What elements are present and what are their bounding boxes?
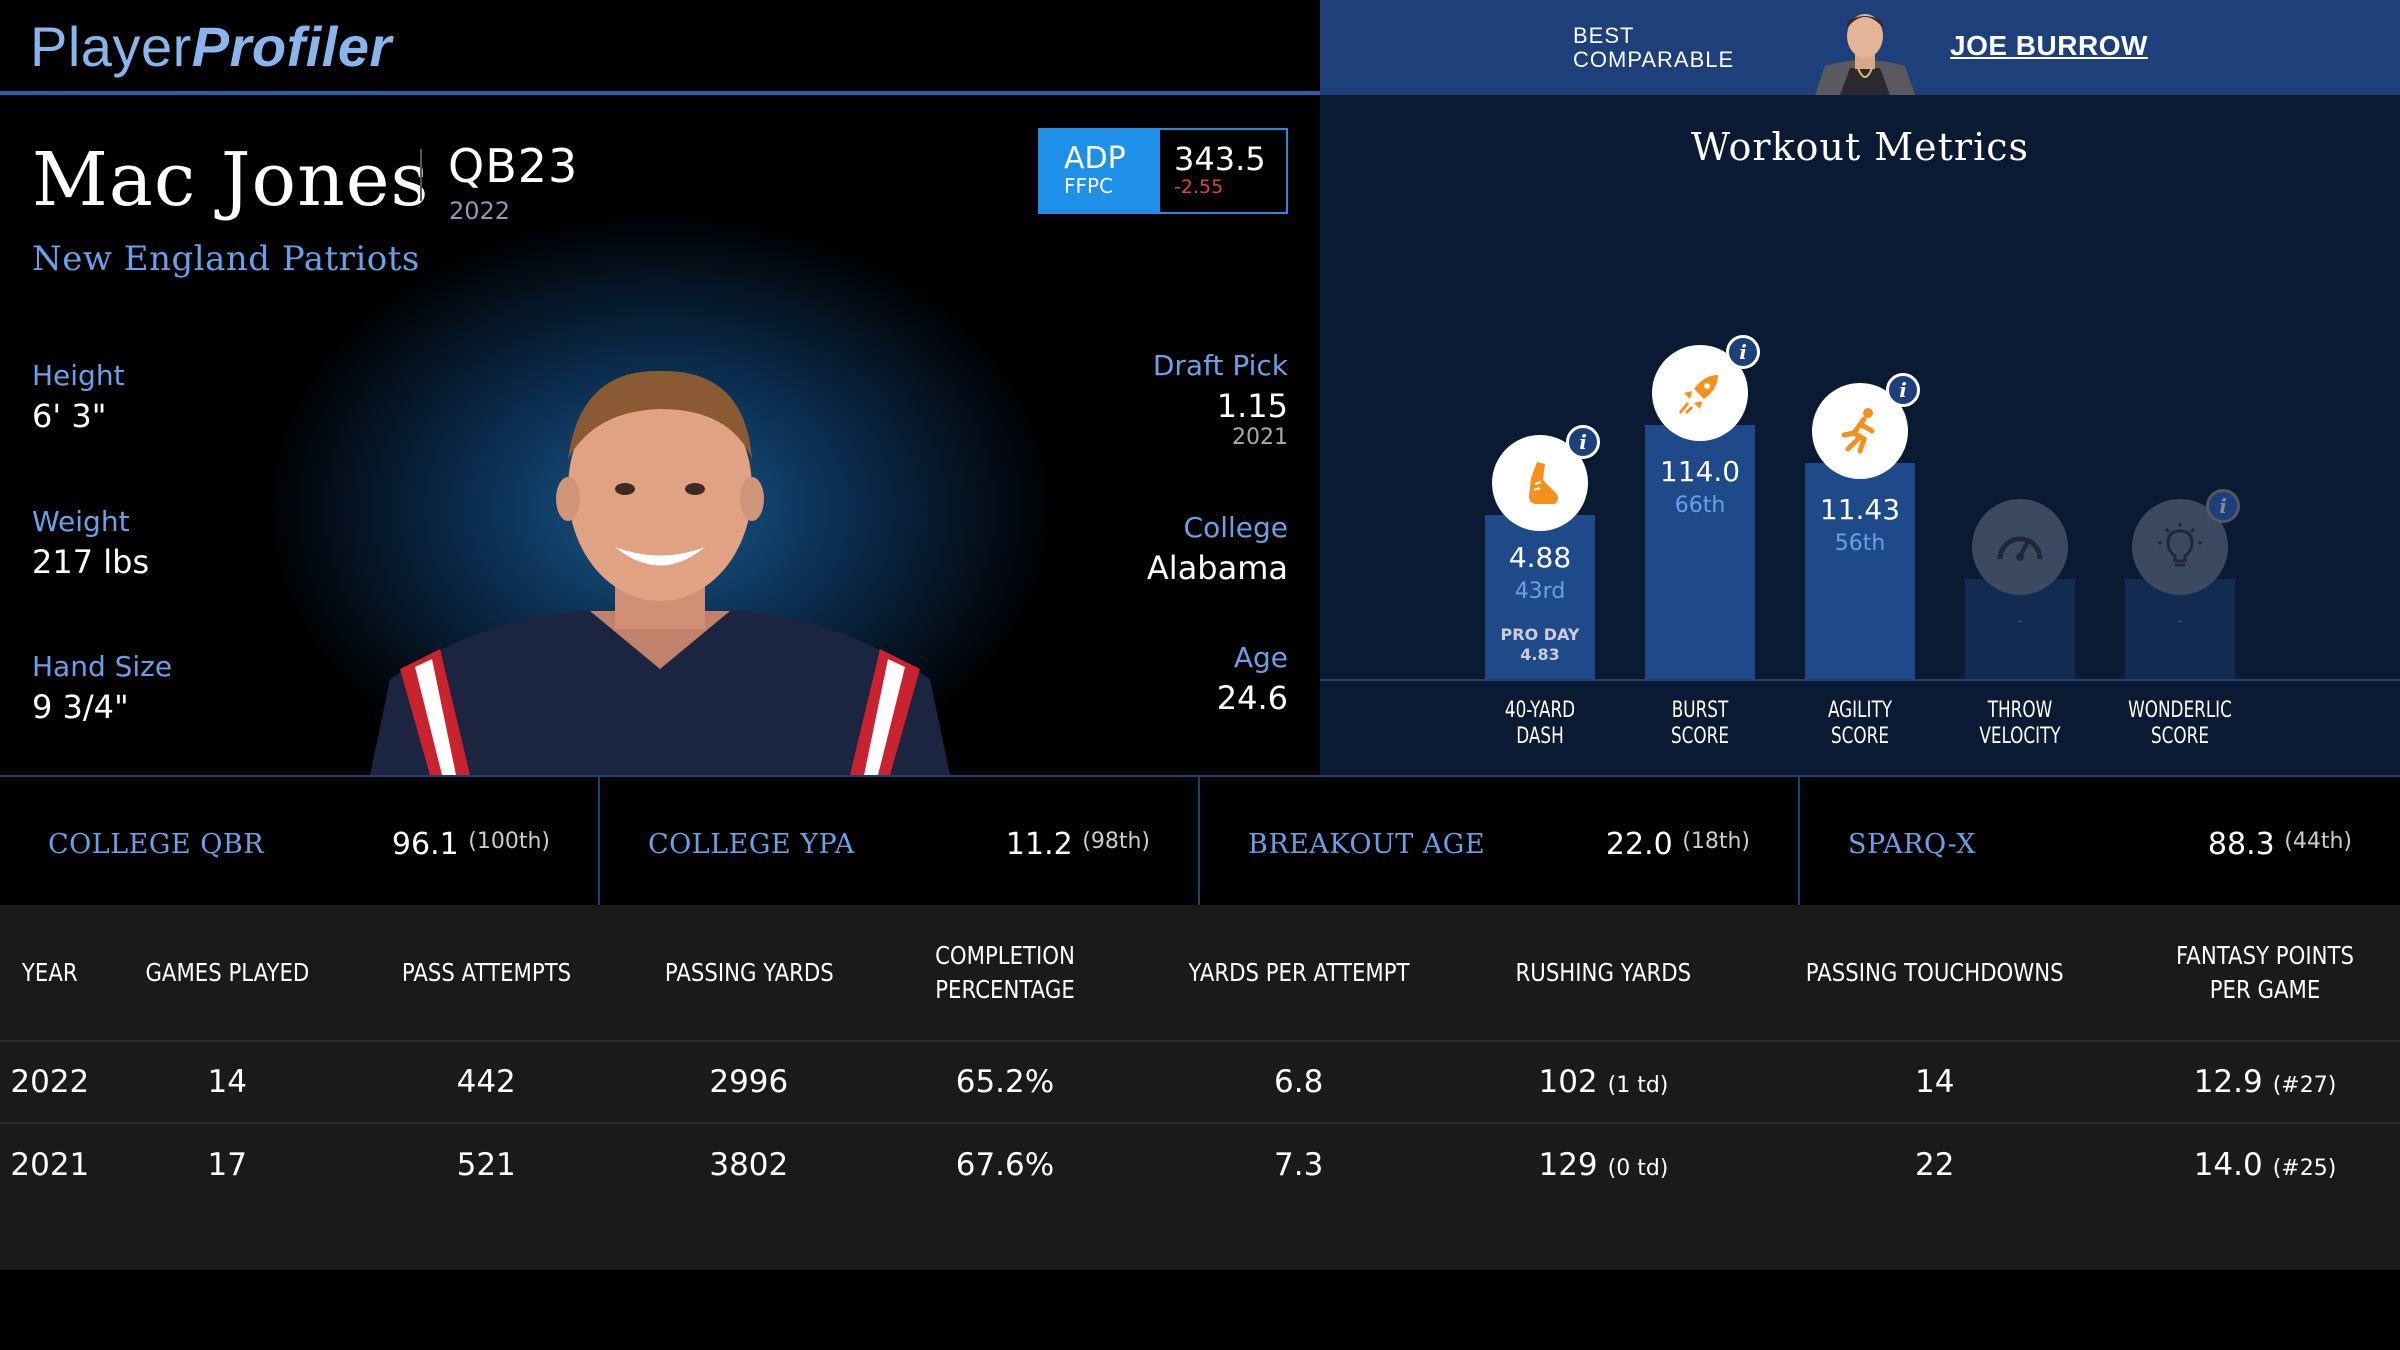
metric-value: 114.0 xyxy=(1659,455,1741,488)
adv-label[interactable]: SPARQ-X xyxy=(1848,829,1977,860)
hand-size-label: Hand Size xyxy=(32,650,173,683)
adv-college-ypa: COLLEGE YPA 11.2 (98th) xyxy=(600,777,1200,907)
adp-change: -2.55 xyxy=(1174,176,1224,198)
table-row: 2021 17 521 3802 67.6% 7.3 129 (0 td) 22 … xyxy=(0,1123,2400,1205)
runner-icon xyxy=(1812,383,1908,479)
metric-bar xyxy=(1645,425,1755,679)
player-name: Mac Jones xyxy=(32,137,430,223)
pro-day-label: PRO DAY xyxy=(1500,625,1580,644)
col-games-played[interactable]: GAMES PLAYED xyxy=(145,957,310,987)
adv-label[interactable]: COLLEGE YPA xyxy=(648,829,855,860)
col-completion-percentage[interactable]: COMPLETION PERCENTAGE xyxy=(935,940,1075,1004)
metric-percentile: 43rd xyxy=(1514,579,1566,604)
metric-value: - xyxy=(2017,611,2023,630)
metric-bar xyxy=(1805,463,1915,679)
metric-label: AGILITY SCORE xyxy=(1827,698,1893,749)
height-label: Height xyxy=(32,359,125,392)
table-header-row: YEAR GAMES PLAYED PASS ATTEMPTS PASSING … xyxy=(0,905,2400,1041)
playerprofiler-logo[interactable]: PlayerProfiler xyxy=(30,15,392,78)
metric-label: 40-YARD DASH xyxy=(1504,698,1576,749)
metric-label: BURST SCORE xyxy=(1670,698,1729,749)
col-rushing-yards[interactable]: RUSHING YARDS xyxy=(1515,957,1692,987)
age-label: Age xyxy=(1233,641,1288,674)
adp-source: FFPC xyxy=(1064,174,1114,198)
metric-label: WONDERLIC SCORE xyxy=(2128,698,2232,749)
gauge-icon xyxy=(1972,499,2068,595)
position-rank: QB23 xyxy=(448,139,579,193)
hand-size-value: 9 3/4" xyxy=(32,688,129,726)
workout-metrics-panel: Workout Metrics i 4.88 43rd PRO DAY 4.83… xyxy=(1320,95,2400,775)
adv-breakout-age: BREAKOUT AGE 22.0 (18th) xyxy=(1200,777,1800,907)
pro-day-value: 4.83 xyxy=(1520,645,1560,664)
col-passing-yards[interactable]: PASSING YARDS xyxy=(664,957,834,987)
adv-label[interactable]: COLLEGE QBR xyxy=(48,829,265,860)
adv-value: 88.3 (44th) xyxy=(2207,827,2352,862)
adv-sparq-x: SPARQ-X 88.3 (44th) xyxy=(1800,777,2400,907)
col-yards-per-attempt[interactable]: YARDS PER ATTEMPT xyxy=(1188,957,1410,987)
metric-bar xyxy=(1485,515,1595,679)
col-passing-touchdowns[interactable]: PASSING TOUCHDOWNS xyxy=(1805,957,2064,987)
metric-percentile: 56th xyxy=(1834,531,1886,556)
header-bar: PlayerProfiler xyxy=(0,0,1320,95)
player-profile-panel: Mac Jones QB23 2022 New England Patriots… xyxy=(0,99,1320,775)
team-link[interactable]: New England Patriots xyxy=(32,239,420,279)
metric-bar xyxy=(2125,579,2235,679)
adp-badge: ADP FFPC 343.5 -2.55 xyxy=(1038,128,1288,214)
table-row: 2022 14 442 2996 65.2% 6.8 102 (1 td) 14 … xyxy=(0,1041,2400,1123)
adv-value: 96.1 (100th) xyxy=(391,827,550,862)
name-divider xyxy=(420,149,422,201)
adv-value: 11.2 (98th) xyxy=(1005,827,1150,862)
adv-label[interactable]: BREAKOUT AGE xyxy=(1248,829,1486,860)
col-year[interactable]: YEAR xyxy=(21,957,78,987)
position-rank-year: 2022 xyxy=(449,197,511,225)
draft-pick-value: 1.15 xyxy=(1216,387,1288,425)
age-value: 24.6 xyxy=(1216,679,1288,717)
metric-value: - xyxy=(2177,611,2183,630)
metric-value: 11.43 xyxy=(1819,493,1901,526)
college-value[interactable]: Alabama xyxy=(1146,549,1288,587)
best-comparable-label: BEST COMPARABLE xyxy=(1573,23,1735,72)
metric-label: THROW VELOCITY xyxy=(1979,698,2061,749)
col-fantasy-points-per-game[interactable]: FANTASY POINTS PER GAME xyxy=(2176,940,2354,1004)
height-value: 6' 3" xyxy=(32,397,107,435)
metrics-baseline xyxy=(1320,679,2400,681)
comparable-player-avatar xyxy=(1815,14,1915,95)
weight-value: 217 lbs xyxy=(32,543,150,581)
best-comparable-bar: BEST COMPARABLE JOE BURROW xyxy=(1320,0,2400,95)
info-icon[interactable]: i xyxy=(1886,373,1920,407)
info-icon[interactable]: i xyxy=(1566,425,1600,459)
col-pass-attempts[interactable]: PASS ATTEMPTS xyxy=(401,957,571,987)
weight-label: Weight xyxy=(32,505,130,538)
metric-percentile: 66th xyxy=(1674,493,1726,518)
metric-bar xyxy=(1965,579,2075,679)
adv-value: 22.0 (18th) xyxy=(1605,827,1750,862)
season-stats-table: YEAR GAMES PLAYED PASS ATTEMPTS PASSING … xyxy=(0,905,2400,1270)
info-icon[interactable]: i xyxy=(2206,489,2240,523)
adp-label: ADP xyxy=(1064,141,1126,176)
player-headshot xyxy=(370,370,950,775)
page-bottom xyxy=(0,1270,2400,1350)
metric-value: 4.88 xyxy=(1508,541,1572,574)
adv-college-qbr: COLLEGE QBR 96.1 (100th) xyxy=(0,777,600,907)
workout-metrics-title: Workout Metrics xyxy=(1690,125,2030,169)
adp-value: 343.5 xyxy=(1174,140,1266,178)
draft-pick-label: Draft Pick xyxy=(1152,349,1288,382)
info-icon[interactable]: i xyxy=(1726,335,1760,369)
comparable-player-link[interactable]: JOE BURROW xyxy=(1950,30,2148,61)
advanced-metrics-row: COLLEGE QBR 96.1 (100th) COLLEGE YPA 11.… xyxy=(0,775,2400,907)
college-label: College xyxy=(1183,511,1288,544)
draft-year: 2021 xyxy=(1232,425,1288,450)
